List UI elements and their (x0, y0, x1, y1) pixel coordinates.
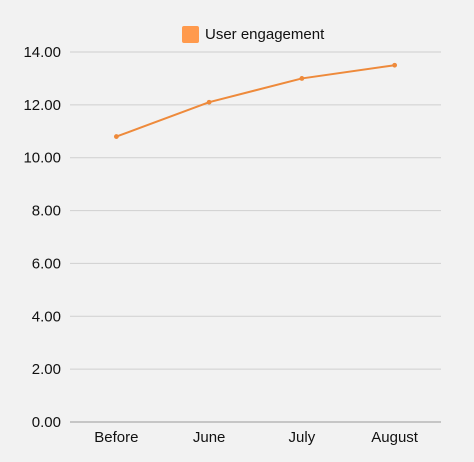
y-tick-label: 14.00 (23, 44, 61, 61)
x-axis-ticks: Before June July August (94, 429, 419, 446)
y-tick-label: 0.00 (32, 414, 61, 431)
y-tick-label: 2.00 (32, 361, 61, 378)
x-tick-label: Before (94, 429, 138, 446)
data-point (206, 99, 212, 105)
legend-swatch (182, 26, 199, 43)
data-point (113, 134, 119, 139)
data-point (392, 62, 398, 68)
x-tick-label: July (289, 429, 316, 446)
data-point (299, 76, 305, 81)
legend: User engagement (182, 26, 325, 43)
legend-label: User engagement (205, 26, 325, 43)
y-tick-label: 6.00 (32, 255, 61, 272)
series-line (116, 64, 395, 138)
y-tick-label: 12.00 (23, 97, 61, 114)
x-tick-label: August (371, 429, 419, 446)
gridlines (70, 51, 441, 370)
y-axis-ticks: 0.00 2.00 4.00 6.00 8.00 10.00 12.00 14.00 (23, 44, 61, 431)
y-tick-label: 10.00 (23, 150, 61, 167)
series-layer (113, 62, 398, 139)
y-tick-label: 8.00 (32, 203, 61, 220)
y-tick-label: 4.00 (32, 308, 61, 325)
x-tick-label: June (193, 429, 226, 446)
